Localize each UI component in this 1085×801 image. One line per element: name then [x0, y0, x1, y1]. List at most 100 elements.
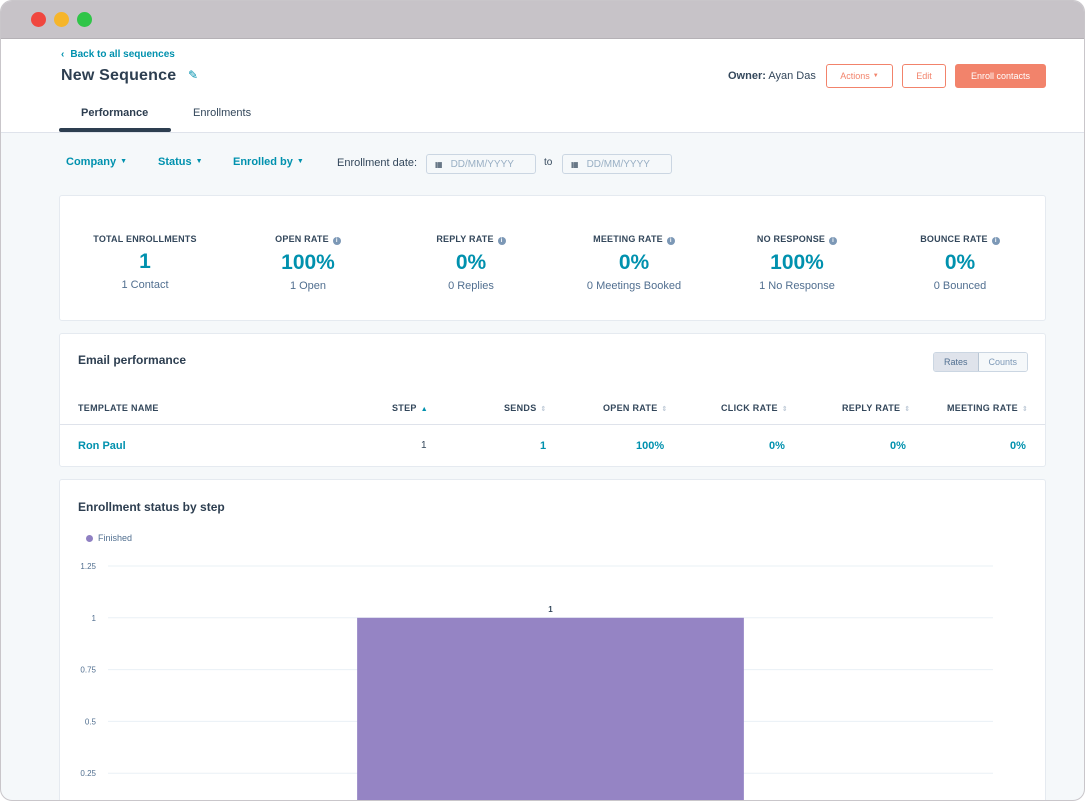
- column-header-sends[interactable]: SENDS ⇕: [504, 403, 547, 413]
- date-range-to-label: to: [544, 157, 553, 168]
- back-to-sequences-link[interactable]: ‹ Back to all sequences: [61, 49, 175, 60]
- stat-label: REPLY RATE i: [389, 234, 553, 245]
- sort-icon: ⇕: [661, 406, 668, 413]
- edit-button[interactable]: Edit: [902, 64, 946, 88]
- stat-label-text: TOTAL ENROLLMENTS: [93, 234, 197, 244]
- rates-toggle-button[interactable]: Rates: [934, 353, 979, 371]
- chart-legend: Finished: [86, 533, 132, 543]
- stat-label-text: REPLY RATE: [436, 234, 494, 244]
- company-filter-dropdown[interactable]: Company ▼: [66, 156, 127, 168]
- template-name-link[interactable]: Ron Paul: [78, 440, 126, 452]
- filter-bar: Company ▼ Status ▼ Enrolled by ▼ Enrollment…: [1, 151, 1084, 177]
- enrollment-status-chart-card: Enrollment status by step Finished 1.25 1…: [59, 479, 1046, 801]
- info-icon[interactable]: i: [666, 237, 675, 245]
- status-filter-label: Status: [158, 156, 192, 168]
- info-icon[interactable]: i: [991, 237, 1000, 245]
- click-rate-cell[interactable]: 0%: [769, 440, 785, 452]
- info-icon[interactable]: i: [829, 237, 838, 245]
- column-header-step[interactable]: STEP ▲: [392, 403, 428, 413]
- column-header-label: MEETING RATE: [947, 403, 1018, 413]
- enrollment-date-from-input[interactable]: ▦ DD/MM/YYYY: [426, 154, 536, 174]
- meeting-rate-cell[interactable]: 0%: [1010, 440, 1026, 452]
- window-titlebar: [1, 1, 1084, 39]
- stat-subtext: 1 Contact: [121, 279, 169, 291]
- stat-label: MEETING RATE i: [552, 234, 716, 245]
- stat-value: 100%: [281, 251, 335, 274]
- stat-label: NO RESPONSE i: [715, 234, 879, 245]
- stat-no-response: NO RESPONSE i 100% 1 No Response: [715, 234, 879, 292]
- stat-value: 1: [139, 250, 151, 273]
- stat-label: OPEN RATE i: [226, 234, 390, 245]
- enrollment-date-to-input[interactable]: ▦ DD/MM/YYYY: [562, 154, 672, 174]
- stat-subtext: 1 Open: [289, 280, 327, 292]
- sort-ascending-icon: ▲: [420, 406, 428, 413]
- legend-swatch: [86, 534, 93, 542]
- sends-cell[interactable]: 1: [540, 440, 547, 452]
- sort-icon: ⇕: [904, 406, 911, 413]
- stat-subtext: 0 Replies: [448, 280, 494, 292]
- owner-label: Owner:: [728, 70, 766, 82]
- status-filter-dropdown[interactable]: Status ▼: [158, 156, 203, 168]
- stat-label-text: BOUNCE RATE: [920, 234, 988, 244]
- enrolled-by-filter-dropdown[interactable]: Enrolled by ▼: [233, 156, 304, 168]
- close-window-button[interactable]: [31, 12, 46, 27]
- minimize-window-button[interactable]: [54, 12, 69, 27]
- enrollment-chart-title: Enrollment status by step: [78, 500, 225, 514]
- column-header-label: OPEN RATE: [603, 403, 658, 413]
- date-from-placeholder: DD/MM/YYYY: [450, 158, 514, 170]
- stat-value: 100%: [770, 251, 824, 274]
- date-to-placeholder: DD/MM/YYYY: [586, 158, 650, 170]
- tab-enrollments[interactable]: Enrollments: [193, 107, 252, 119]
- email-performance-card: Email performance Rates Counts TEMPLATE …: [59, 333, 1046, 467]
- column-header-click-rate[interactable]: CLICK RATE ⇕: [721, 403, 788, 413]
- column-header-open-rate[interactable]: OPEN RATE ⇕: [603, 403, 668, 413]
- caret-down-icon: ▼: [195, 158, 203, 165]
- calendar-icon: ▦: [571, 159, 579, 169]
- page-header: ‹ Back to all sequences New Sequence ✎ O…: [1, 39, 1084, 133]
- maximize-window-button[interactable]: [77, 12, 92, 27]
- y-tick-label: 1.25: [80, 562, 96, 571]
- y-tick-label: 0.25: [80, 769, 96, 778]
- stat-value: 0%: [944, 251, 976, 274]
- caret-down-icon: ▼: [296, 158, 304, 165]
- chart-bar[interactable]: [357, 617, 744, 801]
- enrolled-by-filter-label: Enrolled by: [233, 156, 293, 168]
- info-icon[interactable]: i: [332, 237, 341, 245]
- stat-label: BOUNCE RATE i: [878, 234, 1042, 245]
- column-header-meeting-rate[interactable]: MEETING RATE ⇕: [947, 403, 1028, 413]
- reply-rate-cell[interactable]: 0%: [890, 440, 906, 452]
- active-tab-indicator: [59, 128, 171, 132]
- info-icon[interactable]: i: [497, 237, 506, 245]
- legend-label: Finished: [98, 533, 133, 543]
- stat-bounce-rate: BOUNCE RATE i 0% 0 Bounced: [878, 234, 1042, 292]
- stat-label-text: MEETING RATE: [593, 234, 663, 244]
- sort-icon: ⇕: [781, 406, 789, 413]
- column-header-label: CLICK RATE: [721, 403, 778, 413]
- column-header-label: TEMPLATE NAME: [78, 403, 159, 413]
- actions-label: Actions: [840, 71, 870, 81]
- back-link-label: Back to all sequences: [70, 49, 175, 60]
- rates-counts-toggle: Rates Counts: [933, 352, 1029, 372]
- column-header-reply-rate[interactable]: REPLY RATE ⇕: [842, 403, 911, 413]
- enroll-contacts-button[interactable]: Enroll contacts: [955, 64, 1046, 88]
- caret-down-icon: ▼: [872, 73, 879, 79]
- enrollment-date-label: Enrollment date:: [337, 157, 418, 169]
- step-cell: 1: [421, 440, 427, 451]
- email-performance-title: Email performance: [78, 353, 187, 367]
- actions-dropdown-button[interactable]: Actions ▼: [826, 64, 893, 88]
- tab-performance[interactable]: Performance: [81, 107, 149, 119]
- bar-data-label: 1: [548, 605, 553, 614]
- caret-down-icon: ▼: [120, 158, 128, 165]
- stat-subtext: 0 Meetings Booked: [586, 280, 682, 292]
- enroll-contacts-label: Enroll contacts: [970, 71, 1031, 81]
- summary-stats-card: TOTAL ENROLLMENTS 1 1 Contact OPEN RATE i…: [59, 195, 1046, 321]
- table-divider: [60, 424, 1045, 425]
- counts-toggle-button[interactable]: Counts: [978, 353, 1028, 371]
- page-title: New Sequence: [61, 67, 177, 84]
- column-header-label: REPLY RATE: [842, 403, 901, 413]
- edit-title-pencil-icon[interactable]: ✎: [188, 68, 199, 82]
- open-rate-cell[interactable]: 100%: [636, 440, 665, 452]
- edit-label: Edit: [916, 71, 932, 81]
- column-header-template-name[interactable]: TEMPLATE NAME: [78, 403, 159, 413]
